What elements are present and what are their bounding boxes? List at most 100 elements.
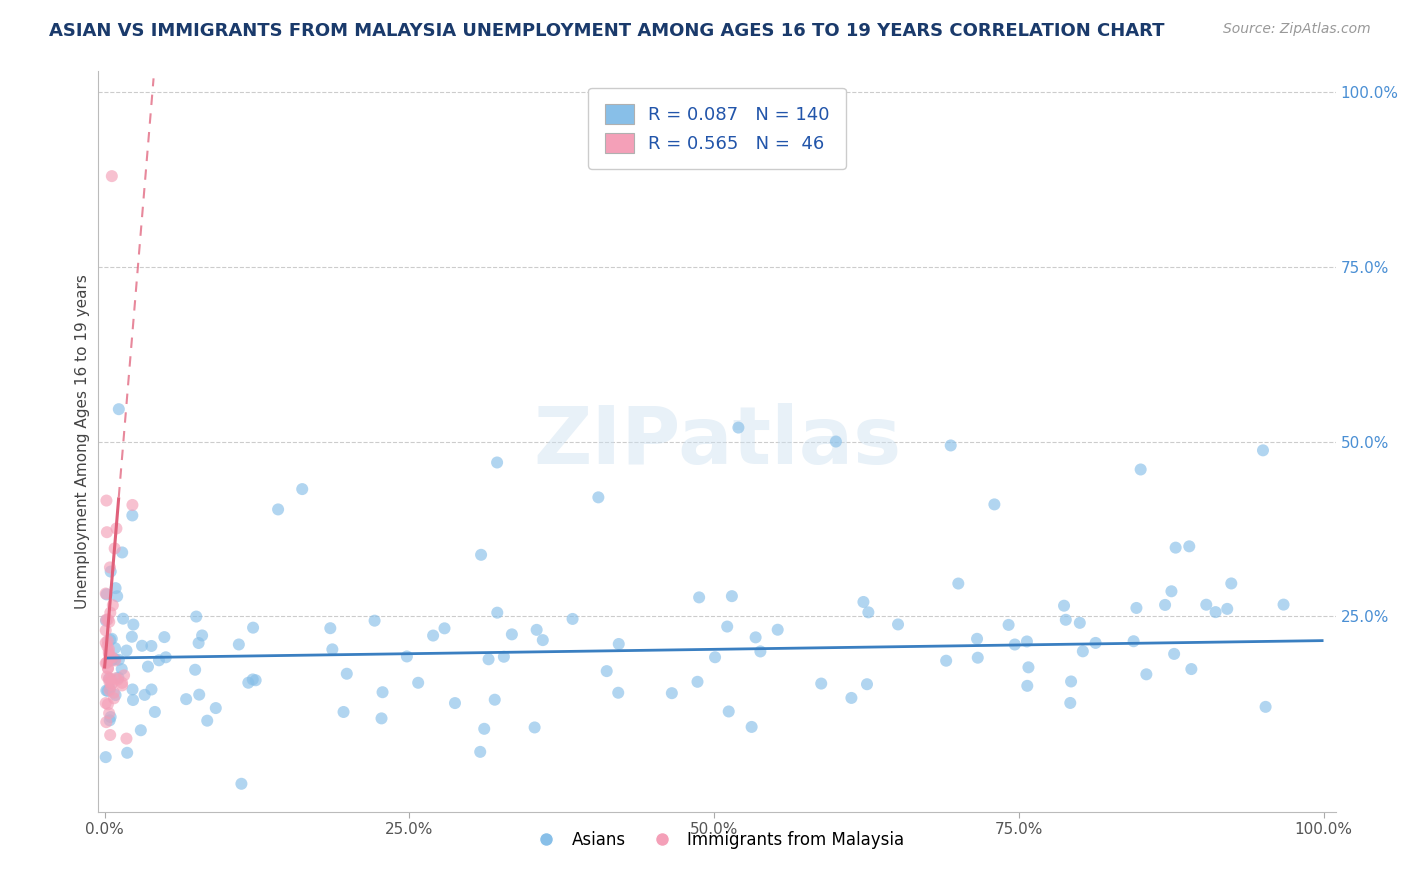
Point — [716, 619, 738, 633]
Point — [948, 576, 970, 591]
Point — [607, 637, 630, 651]
Point — [983, 497, 1005, 511]
Point — [188, 688, 211, 702]
Point — [122, 693, 145, 707]
Point — [1125, 601, 1147, 615]
Point — [96, 525, 118, 540]
Point — [336, 666, 359, 681]
Point — [98, 606, 121, 620]
Point — [100, 565, 122, 579]
Point — [96, 613, 118, 627]
Point — [121, 508, 143, 523]
Point — [1195, 598, 1218, 612]
Point — [195, 714, 218, 728]
Point — [1216, 602, 1239, 616]
Point — [101, 169, 124, 183]
Point — [596, 664, 619, 678]
Point — [1017, 660, 1039, 674]
Point — [470, 548, 492, 562]
Point — [433, 621, 456, 635]
Point — [98, 672, 121, 686]
Point — [741, 720, 763, 734]
Point — [111, 545, 134, 559]
Point — [111, 676, 134, 690]
Point — [1164, 541, 1187, 555]
Point — [1071, 644, 1094, 658]
Point — [141, 682, 163, 697]
Point — [1015, 634, 1038, 648]
Point — [107, 671, 129, 685]
Point — [1129, 462, 1152, 476]
Point — [856, 677, 879, 691]
Point — [104, 541, 127, 556]
Point — [1059, 696, 1081, 710]
Point — [444, 696, 467, 710]
Point — [966, 650, 988, 665]
Point — [1053, 599, 1076, 613]
Point — [174, 692, 197, 706]
Point — [100, 710, 122, 724]
Point — [1004, 638, 1026, 652]
Point — [1154, 598, 1177, 612]
Point — [661, 686, 683, 700]
Point — [98, 681, 121, 696]
Point — [727, 420, 749, 434]
Point — [105, 521, 128, 535]
Point — [749, 644, 772, 658]
Point — [94, 614, 117, 628]
Point — [98, 674, 121, 689]
Point — [94, 624, 117, 638]
Point — [607, 686, 630, 700]
Point — [472, 722, 495, 736]
Point — [97, 698, 120, 712]
Point — [104, 671, 127, 685]
Point — [115, 746, 138, 760]
Point — [148, 653, 170, 667]
Point — [115, 643, 138, 657]
Point — [101, 675, 124, 690]
Point — [841, 690, 863, 705]
Point — [395, 649, 418, 664]
Y-axis label: Unemployment Among Ages 16 to 19 years: Unemployment Among Ages 16 to 19 years — [75, 274, 90, 609]
Point — [112, 612, 135, 626]
Point — [104, 688, 127, 702]
Point — [141, 639, 163, 653]
Point — [96, 640, 118, 654]
Point — [143, 705, 166, 719]
Point — [108, 653, 131, 667]
Point — [406, 675, 429, 690]
Point — [1054, 613, 1077, 627]
Point — [484, 692, 506, 706]
Point — [370, 711, 392, 725]
Text: Source: ZipAtlas.com: Source: ZipAtlas.com — [1223, 22, 1371, 37]
Point — [96, 670, 118, 684]
Point — [717, 705, 740, 719]
Point — [486, 455, 509, 469]
Point — [112, 668, 135, 682]
Point — [94, 696, 117, 710]
Point — [134, 688, 156, 702]
Point — [721, 589, 744, 603]
Point — [100, 653, 122, 667]
Point — [1017, 679, 1039, 693]
Point — [94, 750, 117, 764]
Legend: Asians, Immigrants from Malaysia: Asians, Immigrants from Malaysia — [523, 824, 911, 855]
Point — [98, 672, 121, 686]
Point — [97, 648, 120, 662]
Point — [1178, 539, 1201, 553]
Point — [100, 678, 122, 692]
Point — [121, 498, 143, 512]
Point — [363, 614, 385, 628]
Point — [107, 673, 129, 687]
Point — [939, 438, 962, 452]
Point — [1254, 699, 1277, 714]
Point — [108, 402, 131, 417]
Point — [852, 595, 875, 609]
Point — [371, 685, 394, 699]
Point — [101, 632, 124, 646]
Point — [291, 482, 314, 496]
Point — [184, 663, 207, 677]
Point — [1163, 647, 1185, 661]
Point — [96, 683, 118, 698]
Text: ZIPatlas: ZIPatlas — [533, 402, 901, 481]
